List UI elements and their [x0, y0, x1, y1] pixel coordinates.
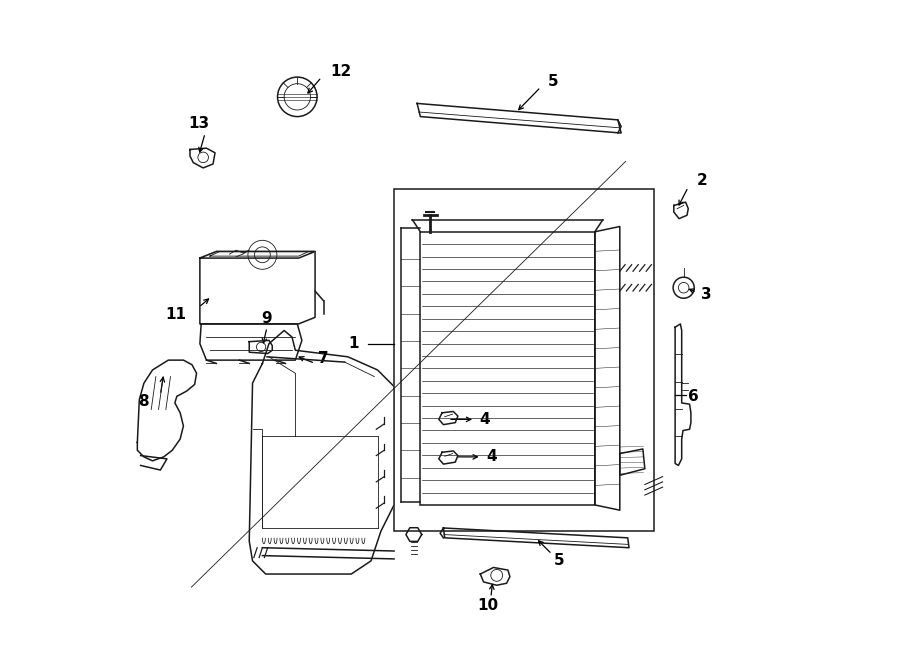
Polygon shape	[481, 567, 510, 585]
Text: 12: 12	[330, 64, 352, 79]
Polygon shape	[417, 103, 621, 133]
Text: 13: 13	[188, 116, 209, 132]
Polygon shape	[190, 148, 215, 168]
Text: 11: 11	[166, 307, 186, 321]
Text: 5: 5	[547, 74, 558, 89]
Polygon shape	[200, 252, 315, 258]
Polygon shape	[200, 252, 315, 324]
Text: 2: 2	[697, 173, 707, 188]
Polygon shape	[200, 324, 302, 360]
Text: 7: 7	[319, 350, 329, 366]
Text: 9: 9	[262, 311, 273, 326]
Polygon shape	[249, 330, 394, 574]
Text: 4: 4	[480, 412, 491, 427]
Polygon shape	[138, 360, 196, 461]
Text: 5: 5	[554, 553, 564, 568]
Text: 4: 4	[486, 449, 497, 465]
Text: 6: 6	[688, 389, 699, 404]
Text: 3: 3	[701, 287, 712, 302]
Polygon shape	[444, 528, 629, 548]
Text: 8: 8	[138, 394, 148, 409]
Text: 10: 10	[477, 598, 498, 613]
Text: 1: 1	[348, 336, 359, 351]
